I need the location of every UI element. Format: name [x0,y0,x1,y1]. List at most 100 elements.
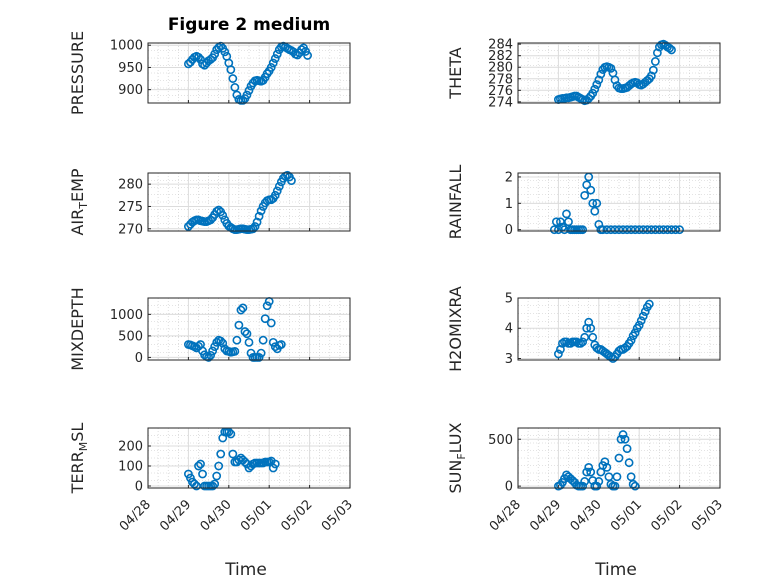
data-point [214,205,224,215]
chart-title: Figure 2 medium [168,15,330,35]
y-tick-label: 0 [135,480,143,495]
data-point [618,225,628,235]
data-point [600,457,610,467]
data-point [216,449,226,459]
x-tick-label: 05/01 [608,497,645,534]
data-point [242,329,252,339]
data-point [549,225,559,235]
data-point [602,462,612,472]
data-point [588,476,598,485]
data-point [610,225,620,235]
data-point [578,481,588,491]
y-tick-label: 284 [488,38,513,53]
data-point [638,311,648,321]
y-tick-label: 275 [118,200,143,215]
data-point [630,481,640,491]
data-point [282,170,292,180]
data-point [270,54,280,63]
y-tick-label: 0 [505,480,513,495]
data-point [652,48,662,58]
data-point [196,459,205,469]
data-point [218,338,228,348]
axes-box [147,427,351,489]
data-point [194,52,203,62]
data-point [675,225,684,235]
marker-series [549,172,684,235]
y-tick-label: 2 [505,170,513,185]
x-tick-label: 04/30 [568,497,605,534]
data-point [274,181,284,191]
data-point [254,353,264,362]
axes-box [517,427,721,489]
x-tick-label: 04/29 [157,497,194,534]
data-point [268,58,278,68]
data-point [212,337,222,347]
data-point [272,49,282,59]
data-point [628,479,638,489]
data-point [258,335,268,345]
data-point [303,51,312,60]
y-tick-label: 500 [118,329,143,344]
data-point [206,215,216,225]
data-point [226,429,236,439]
x-axis-label: Time [224,560,267,580]
marker-series [183,427,280,491]
y-tick-label: 200 [118,440,143,455]
y-tick-label: 1000 [110,39,143,54]
x-axis-label: Time [594,560,637,580]
data-point [266,318,276,328]
data-point [260,314,270,324]
data-point [636,316,646,326]
data-point [254,211,264,221]
data-point [230,83,240,92]
data-point [644,299,654,309]
data-point [638,225,648,235]
data-point [210,49,220,59]
data-point [655,225,664,235]
data-point [626,225,636,235]
axes-box [147,172,351,232]
axes-box [147,42,351,104]
data-point [198,469,207,479]
data-point [588,332,598,342]
data-point [297,45,306,55]
marker-series [183,170,296,235]
data-point [208,346,218,356]
data-point [262,301,272,311]
data-point [270,190,280,200]
data-point [192,481,201,491]
data-point [592,80,602,89]
data-point [244,86,254,95]
data-point [646,225,656,235]
y-axis-label: RAINFALL [446,165,465,240]
data-point [204,353,213,362]
y-tick-label: 1000 [110,308,143,323]
data-point [640,307,650,317]
data-point [256,348,266,358]
data-point [592,198,602,208]
axes-box [517,172,721,232]
data-point [554,349,563,359]
axes-box [517,297,721,361]
data-point [562,337,571,347]
data-point [659,225,668,235]
data-point [667,45,676,55]
data-point [562,209,571,219]
data-point [580,477,590,486]
y-tick-label: 0 [505,223,513,238]
y-tick-label: 274 [488,95,513,110]
data-point [234,320,244,330]
data-point [226,65,236,75]
data-point [194,461,203,471]
marker-series [554,299,654,363]
subplot-1: 900 950 1000 PRESSURE Figure 2 medium [68,15,351,115]
data-point [588,198,598,208]
data-point [630,225,640,235]
data-point [663,225,672,235]
subplot-3: 270 275 280 AIRTEMP [68,168,351,237]
data-point [671,225,680,235]
data-point [558,338,567,348]
subplot-5: 0 500 1000 MIXDEPTH [68,287,351,371]
data-point [250,222,260,231]
data-point [630,328,640,338]
